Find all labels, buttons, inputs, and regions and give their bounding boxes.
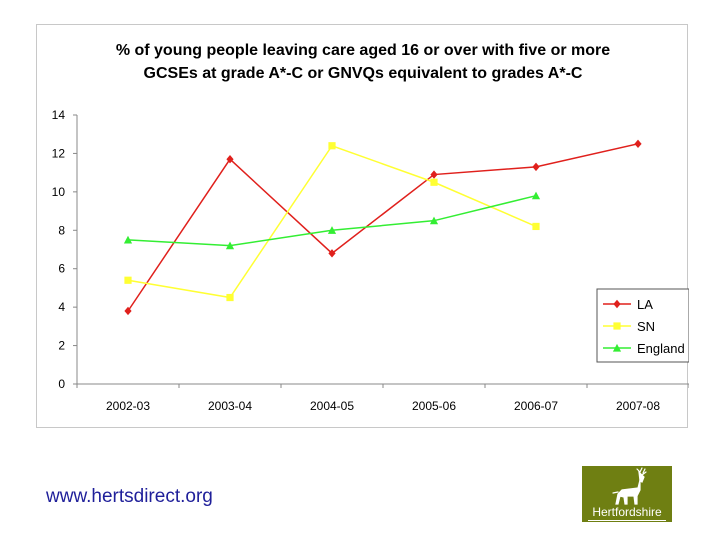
x-tick-label: 2005-06 xyxy=(412,399,456,413)
series-la xyxy=(124,139,642,316)
series-line-sn xyxy=(127,144,537,299)
data-point-la xyxy=(124,306,132,316)
legend-marker-england xyxy=(612,343,622,352)
legend-label-england: England xyxy=(637,341,685,356)
y-tick-label: 12 xyxy=(52,146,66,160)
chart-title-line-1: % of young people leaving care aged 16 o… xyxy=(116,42,610,59)
stag-icon xyxy=(612,467,647,505)
x-tick-label: 2002-03 xyxy=(106,399,150,413)
data-point-england xyxy=(123,235,133,244)
hertfordshire-logo: Hertfordshire xyxy=(582,466,672,522)
legend-marker-la xyxy=(613,299,621,309)
data-point-sn xyxy=(124,276,132,284)
chart-frame: % of young people leaving care aged 16 o… xyxy=(36,24,689,428)
data-point-england xyxy=(429,216,439,225)
legend-label-sn: SN xyxy=(637,319,655,334)
logo-text: Hertfordshire xyxy=(592,505,662,519)
data-point-la xyxy=(430,170,438,179)
data-point-sn xyxy=(430,178,438,186)
legend-item-england: England xyxy=(603,341,685,356)
y-tick-label: 4 xyxy=(58,300,65,314)
data-point-la xyxy=(328,249,336,258)
x-tick-label: 2003-04 xyxy=(208,399,252,413)
y-tick-label: 8 xyxy=(58,223,65,237)
data-point-sn xyxy=(226,293,234,302)
y-tick-label: 2 xyxy=(58,339,65,353)
data-point-england xyxy=(327,226,337,234)
series-sn xyxy=(124,142,540,302)
x-tick-label: 2004-05 xyxy=(310,399,354,413)
data-point-england xyxy=(225,241,235,250)
x-tick-label: 2007-08 xyxy=(616,399,660,413)
legend-label-la: LA xyxy=(637,297,653,312)
y-tick-label: 10 xyxy=(52,185,66,199)
legend-item-sn: SN xyxy=(603,319,655,334)
series-england xyxy=(123,191,541,250)
data-point-la xyxy=(532,162,540,172)
y-tick-label: 0 xyxy=(58,377,65,391)
data-point-england xyxy=(531,191,541,200)
data-point-la xyxy=(226,154,234,164)
data-point-la xyxy=(634,139,642,149)
footer-url-link[interactable]: www.hertsdirect.org xyxy=(46,486,213,507)
legend-marker-sn xyxy=(613,322,621,330)
chart-title-line-2: GCSEs at grade A*-C or GNVQs equivalent … xyxy=(144,65,583,82)
data-point-sn xyxy=(532,222,540,231)
x-tick-label: 2006-07 xyxy=(514,399,558,413)
logo-underline xyxy=(588,520,666,521)
series-line-la xyxy=(127,143,639,312)
y-tick-label: 6 xyxy=(58,262,65,276)
data-point-sn xyxy=(328,142,336,150)
legend-item-la: LA xyxy=(603,297,653,312)
y-tick-label: 14 xyxy=(52,108,66,122)
line-chart: % of young people leaving care aged 16 o… xyxy=(52,42,689,413)
